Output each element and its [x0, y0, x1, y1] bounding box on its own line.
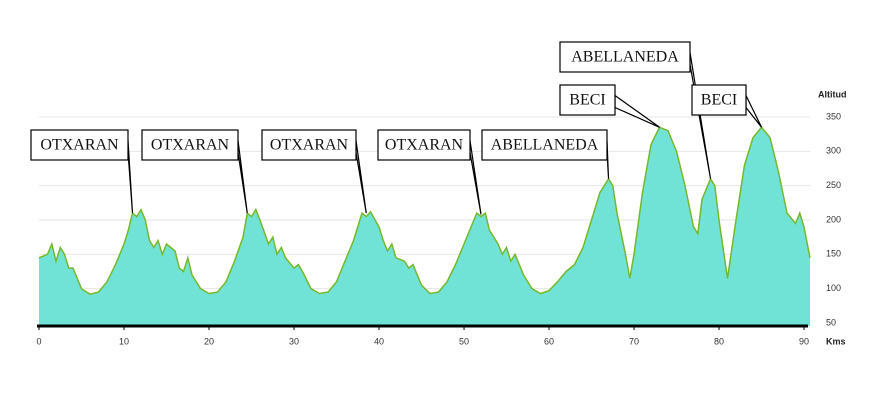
callout-label: OTXARAN: [385, 137, 464, 154]
callout-box: [141, 129, 239, 161]
callout-label: BECI: [569, 92, 605, 109]
callout-label: OTXARAN: [151, 137, 230, 154]
callout-box: [30, 129, 129, 161]
callout-label: OTXARAN: [40, 137, 119, 154]
callout: ABELLANEDA: [559, 41, 712, 179]
callout-box: [691, 84, 747, 116]
y-tick-label: 250: [826, 180, 841, 190]
x-tick-label: 60: [544, 336, 554, 346]
y-tick-label: 100: [826, 283, 841, 293]
x-tick-label: 50: [459, 336, 469, 346]
y-tick-label: 50: [826, 317, 836, 327]
x-tick-label: 80: [714, 336, 724, 346]
callout: OTXARAN: [141, 129, 248, 214]
x-axis-title: Kms: [826, 336, 846, 346]
callout-pointer: [614, 94, 660, 128]
profile-line: [38, 126, 811, 296]
callout-box: [481, 129, 608, 161]
callout: OTXARAN: [377, 129, 482, 215]
callout: BECI: [691, 84, 763, 128]
y-tick-label: 300: [826, 146, 841, 156]
y-tick-label: 150: [826, 249, 841, 259]
x-tick-label: 90: [799, 336, 809, 346]
x-tick-label: 70: [629, 336, 639, 346]
callout-box: [377, 129, 471, 161]
y-axis-title: Altitud: [818, 89, 847, 99]
x-tick-label: 0: [36, 336, 41, 346]
callout-box: [559, 41, 691, 73]
callout: OTXARAN: [30, 129, 134, 214]
callout: BECI: [559, 84, 660, 128]
x-tick-label: 10: [119, 336, 129, 346]
callout-pointer: [689, 52, 712, 179]
callout: OTXARAN: [261, 129, 367, 214]
x-tick-label: 30: [289, 336, 299, 346]
callout: ABELLANEDA: [481, 129, 610, 179]
callout-label: ABELLANEDA: [491, 137, 599, 154]
callout-label: BECI: [701, 92, 737, 109]
callout-box: [559, 84, 616, 116]
callout-label: ABELLANEDA: [571, 49, 679, 66]
callout-box: [261, 129, 357, 161]
y-tick-label: 200: [826, 214, 841, 224]
x-tick-label: 20: [204, 336, 214, 346]
callout-pointer: [745, 95, 763, 128]
area-fill: [39, 127, 810, 326]
callout-label: OTXARAN: [270, 137, 349, 154]
y-tick-label: 350: [826, 111, 841, 121]
x-tick-label: 40: [374, 336, 384, 346]
